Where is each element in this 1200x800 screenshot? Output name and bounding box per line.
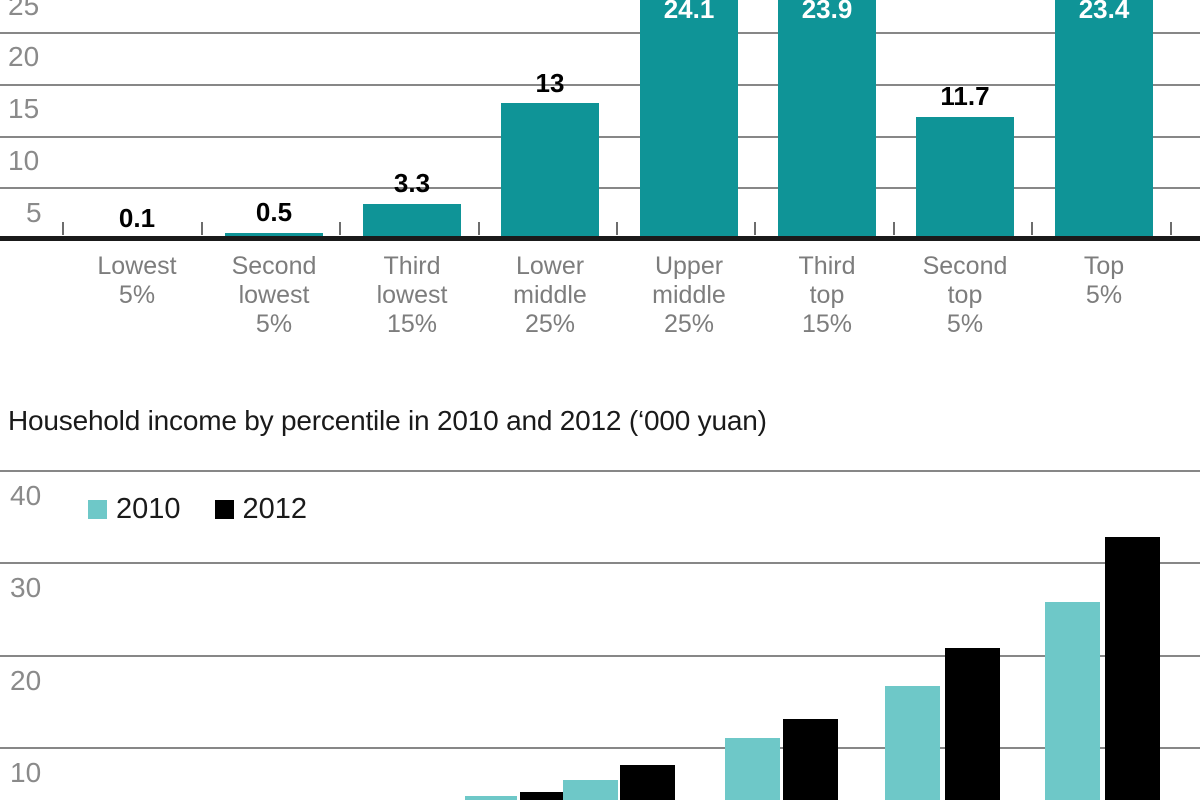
x-category-line: Second bbox=[231, 252, 317, 280]
bar-2010-group-2[interactable] bbox=[563, 780, 618, 800]
bar-value-label-third-top-15: 23.9 bbox=[801, 0, 853, 24]
x-category-line: middle bbox=[652, 281, 726, 309]
bar-lower-middle-25[interactable] bbox=[501, 103, 599, 238]
gridline-20 bbox=[0, 655, 1200, 657]
bar-2012-group-4[interactable] bbox=[945, 648, 1000, 800]
x-tick-4 bbox=[616, 222, 618, 235]
x-category-line: Lower bbox=[515, 252, 585, 280]
bar-2010-group-4[interactable] bbox=[885, 686, 940, 800]
gridline-10 bbox=[0, 187, 1200, 189]
gridline-40 bbox=[0, 470, 1200, 472]
bottom-chart: 40 30 20 10 2010 2012 bbox=[0, 455, 1200, 800]
bottom-chart-plot-area: 40 30 20 10 2010 2012 bbox=[0, 455, 1200, 800]
x-tick-6 bbox=[893, 222, 895, 235]
gridline-10 bbox=[0, 747, 1200, 749]
x-category-line: 25% bbox=[663, 310, 715, 338]
gridline-30 bbox=[0, 562, 1200, 564]
x-category-line: Second bbox=[922, 252, 1008, 280]
legend-swatch-2010-icon bbox=[88, 500, 107, 519]
bar-2012-group-3[interactable] bbox=[783, 719, 838, 800]
x-category-lowest-5: Lowest 5% bbox=[88, 252, 186, 310]
y-tick-bottom-10: 10 bbox=[10, 757, 42, 788]
y-tick-bottom-20: 20 bbox=[10, 665, 42, 696]
bar-value-label-upper-middle-25: 24.1 bbox=[663, 0, 715, 24]
gridline-15 bbox=[0, 136, 1200, 138]
x-tick-3 bbox=[478, 222, 480, 235]
bar-value-label-lowest-5: 0.1 bbox=[118, 203, 156, 233]
x-category-third-lowest-15: Third lowest 15% bbox=[361, 252, 463, 339]
bar-2012-group-5[interactable] bbox=[1105, 537, 1160, 800]
x-category-line: Third bbox=[798, 252, 856, 280]
bar-second-lowest-5[interactable] bbox=[225, 233, 323, 238]
y-tick-5: 5 bbox=[26, 197, 42, 228]
x-tick-2 bbox=[339, 222, 341, 235]
legend-item-2010[interactable]: 2010 bbox=[88, 495, 181, 524]
bar-upper-middle-25[interactable] bbox=[640, 0, 738, 238]
x-category-line: 25% bbox=[524, 310, 576, 338]
x-tick-7 bbox=[1031, 222, 1033, 235]
x-category-second-lowest-5: Second lowest 5% bbox=[222, 252, 326, 339]
x-category-upper-middle-25: Upper middle 25% bbox=[638, 252, 740, 339]
legend-label-2012: 2012 bbox=[242, 493, 308, 525]
bar-second-top-5[interactable] bbox=[916, 117, 1014, 238]
x-category-line: Upper bbox=[654, 252, 724, 280]
bar-value-label-lower-middle-25: 13 bbox=[535, 68, 565, 98]
legend-swatch-2012-icon bbox=[214, 500, 234, 519]
bar-top-5[interactable] bbox=[1055, 0, 1153, 238]
legend-item-2012[interactable]: 2012 bbox=[214, 493, 308, 525]
y-tick-bottom-40: 40 bbox=[10, 480, 42, 511]
bar-2010-group-5[interactable] bbox=[1045, 602, 1100, 800]
x-axis-baseline bbox=[0, 236, 1200, 241]
bar-2010-group-3[interactable] bbox=[725, 738, 780, 800]
x-tick-1 bbox=[201, 222, 203, 235]
x-category-line: 5% bbox=[1085, 281, 1123, 309]
x-category-line: Lowest bbox=[97, 252, 177, 280]
gridline-20 bbox=[0, 84, 1200, 86]
y-tick-10: 10 bbox=[8, 145, 40, 176]
x-category-line: 5% bbox=[255, 310, 293, 338]
bar-value-label-second-top-5: 11.7 bbox=[940, 81, 990, 111]
x-tick-5 bbox=[754, 222, 756, 235]
x-category-lower-middle-25: Lower middle 25% bbox=[499, 252, 601, 339]
x-category-line: Top bbox=[1083, 252, 1125, 280]
x-category-top-5: Top 5% bbox=[1054, 252, 1154, 310]
bar-2010-group-1[interactable] bbox=[465, 796, 517, 800]
x-category-line: top bbox=[809, 281, 845, 309]
top-chart-plot-area: 25 20 15 10 5 0.1 0.5 3.3 bbox=[0, 0, 1200, 241]
y-tick-15: 15 bbox=[8, 93, 40, 124]
y-tick-25: 25 bbox=[8, 0, 40, 21]
bar-value-label-second-lowest-5: 0.5 bbox=[255, 197, 293, 227]
x-category-line: 15% bbox=[386, 310, 438, 338]
y-tick-bottom-30: 30 bbox=[10, 572, 42, 603]
legend-label-2010: 2010 bbox=[116, 493, 181, 525]
x-category-line: 5% bbox=[946, 310, 984, 338]
x-category-line: 15% bbox=[801, 310, 853, 338]
bar-2012-group-1[interactable] bbox=[520, 792, 572, 800]
x-tick-0 bbox=[62, 222, 64, 235]
x-category-second-top-5: Second top 5% bbox=[913, 252, 1017, 339]
bar-value-label-top-5: 23.4 bbox=[1078, 0, 1130, 24]
x-category-line: 5% bbox=[118, 281, 156, 309]
x-tick-8 bbox=[1170, 222, 1172, 235]
bar-third-top-15[interactable] bbox=[778, 0, 876, 238]
gridline-25 bbox=[0, 32, 1200, 34]
y-tick-20: 20 bbox=[8, 41, 40, 72]
x-category-line: middle bbox=[513, 281, 587, 309]
top-chart: 25 20 15 10 5 0.1 0.5 3.3 bbox=[0, 0, 1200, 385]
x-category-line: lowest bbox=[376, 281, 448, 309]
bar-third-lowest-15[interactable] bbox=[363, 204, 461, 238]
x-category-line: top bbox=[947, 281, 983, 309]
bar-value-label-third-lowest-15: 3.3 bbox=[393, 168, 431, 198]
x-category-third-top-15: Third top 15% bbox=[776, 252, 878, 339]
x-category-line: lowest bbox=[238, 281, 310, 309]
x-category-line: Third bbox=[383, 252, 441, 280]
bottom-chart-title: Household income by percentile in 2010 a… bbox=[8, 405, 767, 436]
bottom-chart-legend: 2010 2012 bbox=[88, 495, 307, 524]
bar-2012-group-2[interactable] bbox=[620, 765, 675, 800]
